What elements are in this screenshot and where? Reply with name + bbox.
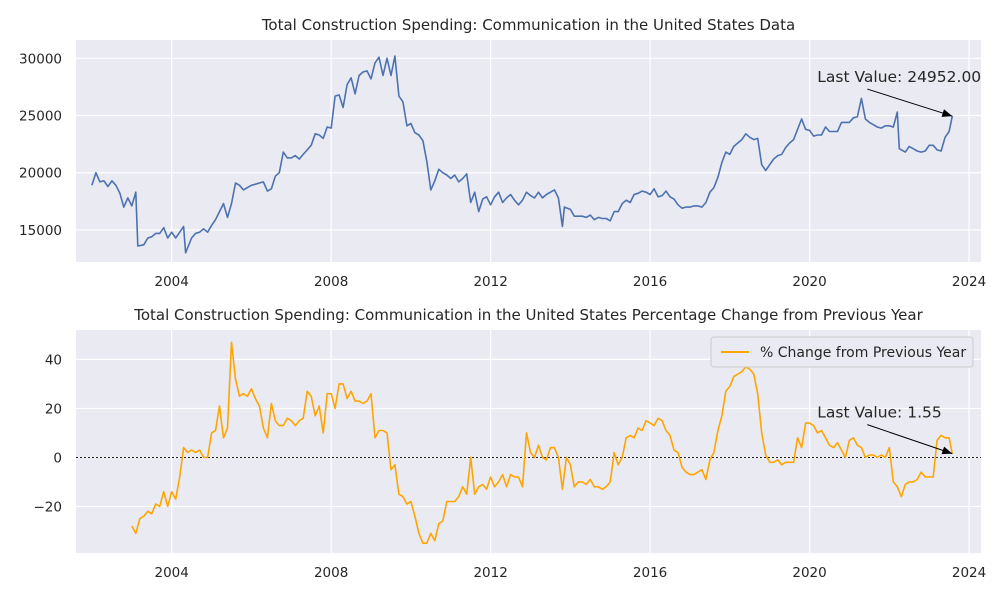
y-tick-label: 20000 bbox=[19, 166, 62, 182]
x-tick-label: 2004 bbox=[155, 565, 189, 581]
y-tick-label: 30000 bbox=[19, 51, 62, 67]
chart-top: 2004 2008 2012 2016 2020 2024 15000 20000 25000… bbox=[19, 16, 986, 290]
annotation-arrow-bottom bbox=[867, 424, 953, 455]
y-tick-label: −20 bbox=[34, 499, 63, 515]
x-tick-labels-top: 2004 2008 2012 2016 2020 2024 bbox=[155, 274, 987, 290]
x-tick-label: 2024 bbox=[952, 274, 986, 290]
annotation-arrow-top bbox=[867, 88, 953, 117]
chart-title-top: Total Construction Spending: Communicati… bbox=[261, 16, 795, 34]
last-value-label-top: Last Value: 24952.00 bbox=[817, 68, 981, 86]
y-tick-labels-bottom: −20 0 20 40 bbox=[34, 352, 63, 515]
legend-box bbox=[710, 336, 974, 368]
legend: % Change from Previous Year bbox=[710, 336, 974, 368]
x-tick-label: 2008 bbox=[314, 274, 348, 290]
x-tick-label: 2012 bbox=[473, 565, 507, 581]
x-tick-label: 2016 bbox=[633, 565, 667, 581]
x-tick-labels-bottom: 2004 2008 2012 2016 2020 2024 bbox=[155, 565, 987, 581]
y-tick-label: 15000 bbox=[19, 223, 62, 239]
last-value-annotation-top: Last Value: 24952.00 bbox=[817, 68, 981, 117]
chart-bottom: 2004 2008 2012 2016 2020 2024 −20 0 20 40 Total … bbox=[34, 306, 987, 581]
series-line-percent-change bbox=[131, 341, 954, 544]
x-tick-label: 2004 bbox=[155, 274, 189, 290]
grid-x-top bbox=[171, 40, 970, 262]
last-value-annotation-bottom: Last Value: 1.55 bbox=[817, 404, 953, 455]
legend-label: % Change from Previous Year bbox=[760, 345, 966, 361]
x-tick-label: 2012 bbox=[473, 274, 507, 290]
x-tick-label: 2016 bbox=[633, 274, 667, 290]
x-tick-label: 2020 bbox=[792, 565, 826, 581]
plot-area-top bbox=[76, 40, 981, 262]
x-tick-label: 2008 bbox=[314, 565, 348, 581]
x-tick-label: 2020 bbox=[792, 274, 826, 290]
annotation-arrowhead-bottom bbox=[941, 446, 953, 455]
y-tick-label: 20 bbox=[45, 401, 62, 417]
y-tick-labels-top: 15000 20000 25000 30000 bbox=[19, 51, 62, 239]
series-line-construction-spending bbox=[91, 55, 954, 254]
chart-title-bottom: Total Construction Spending: Communicati… bbox=[133, 306, 923, 324]
grid-y-top bbox=[76, 57, 981, 231]
last-value-label-bottom: Last Value: 1.55 bbox=[817, 404, 941, 422]
y-tick-label: 0 bbox=[53, 450, 62, 466]
annotation-arrowhead-top bbox=[941, 109, 953, 117]
x-tick-label: 2024 bbox=[952, 565, 986, 581]
y-tick-label: 25000 bbox=[19, 109, 62, 125]
y-tick-label: 40 bbox=[45, 352, 62, 368]
